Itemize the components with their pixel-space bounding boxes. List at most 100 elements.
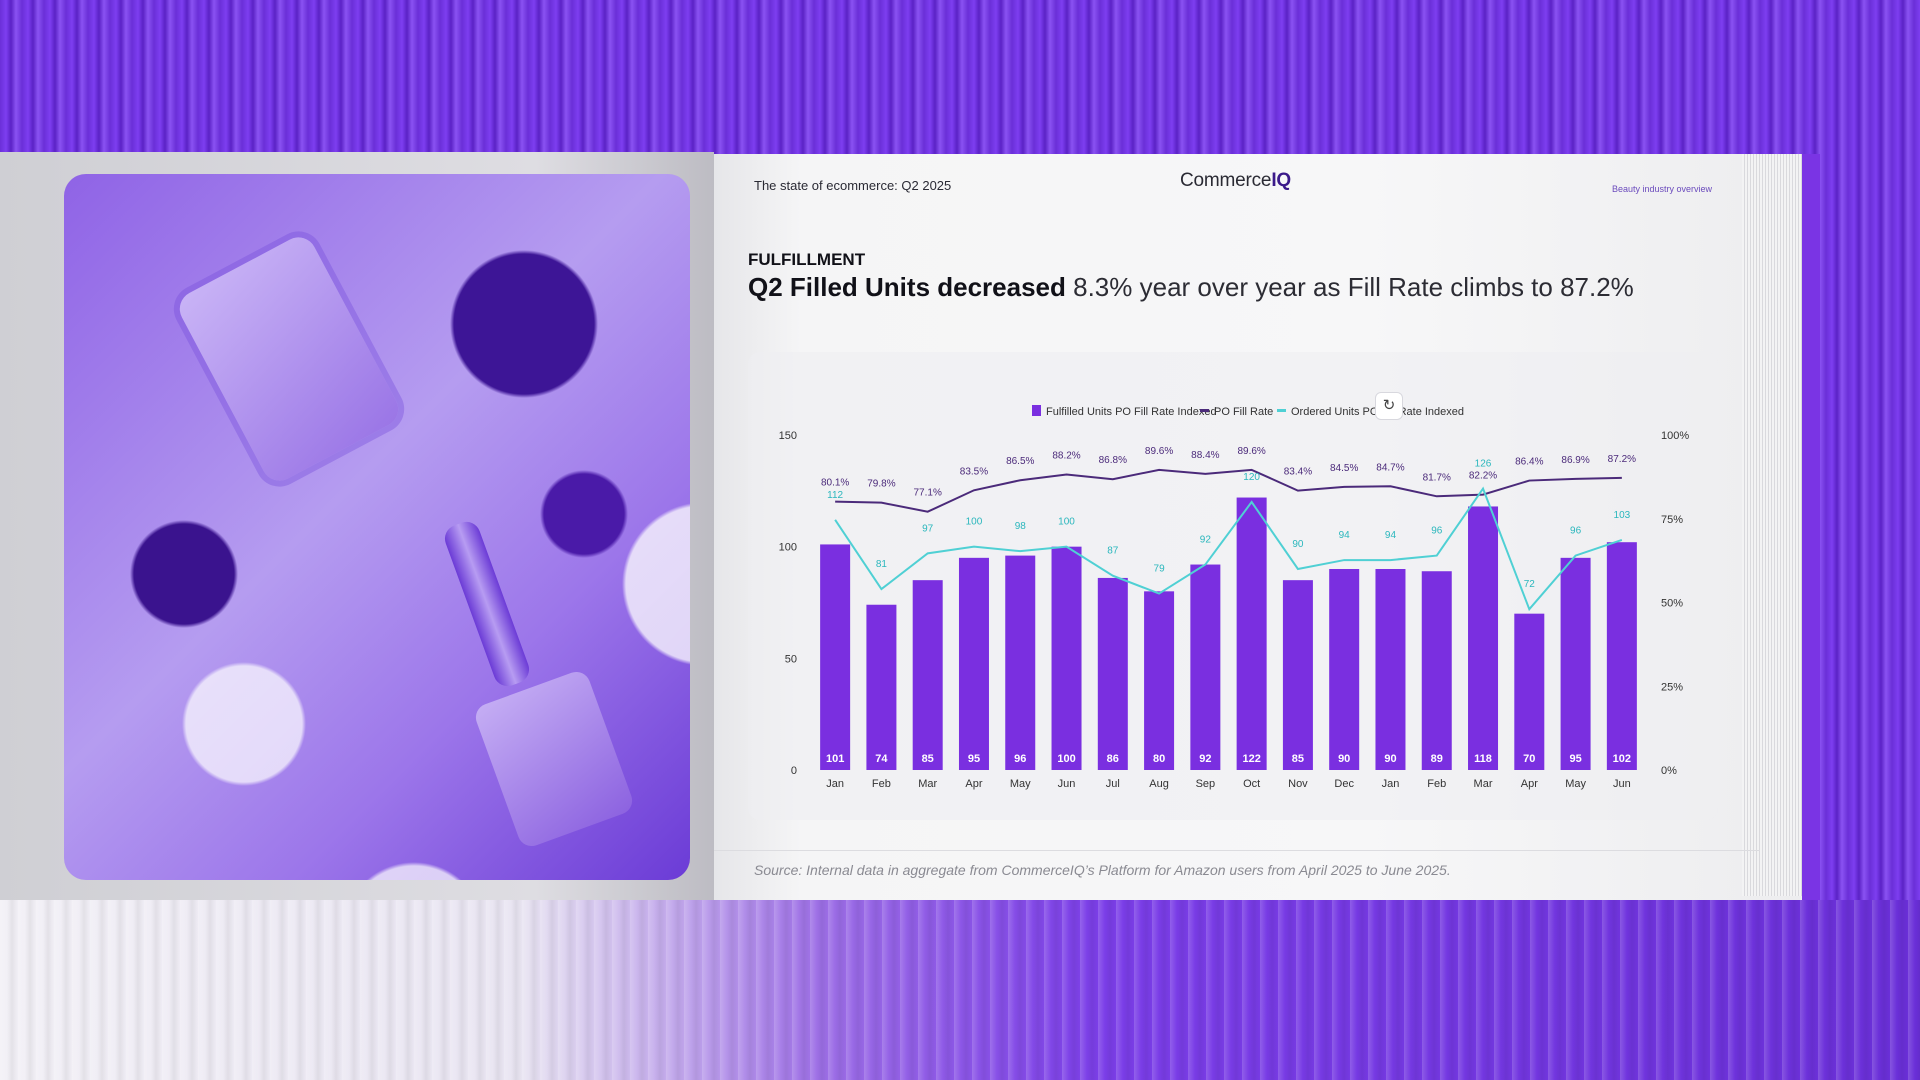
report-title: The state of ecommerce: Q2 2025 <box>754 178 952 193</box>
y-right-tick-label: 100% <box>1661 430 1689 442</box>
ordered-units-label: 90 <box>1292 539 1304 550</box>
background-bottom <box>0 900 1920 1080</box>
bar <box>912 580 943 770</box>
ordered-units-label: 96 <box>1570 526 1582 537</box>
ordered-units-label: 97 <box>922 523 934 534</box>
refresh-icon: ↻ <box>1382 397 1396 414</box>
po-fill-rate-label: 77.1% <box>914 488 942 499</box>
po-fill-rate-label: 83.4% <box>1284 467 1312 478</box>
ordered-units-label: 120 <box>1243 472 1260 483</box>
legend-swatch <box>1032 405 1041 416</box>
bar-value-label: 85 <box>922 753 934 765</box>
bar-value-label: 89 <box>1431 753 1443 765</box>
x-tick-label: Jan <box>1382 778 1400 790</box>
bar <box>1005 555 1036 770</box>
ordered-units-line <box>834 486 1623 612</box>
ordered-units-label: 100 <box>966 517 983 528</box>
bar <box>1329 569 1360 770</box>
bar <box>1514 613 1545 770</box>
ordered-units-label: 94 <box>1339 530 1351 541</box>
ordered-units-label: 100 <box>1058 517 1075 528</box>
bar-value-label: 122 <box>1242 753 1260 765</box>
page-edge <box>1742 154 1802 896</box>
footer-divider <box>714 850 1760 851</box>
right-page: The state of ecommerce: Q2 2025 Commerce… <box>714 154 1820 900</box>
left-page <box>0 152 714 900</box>
ordered-units-label: 126 <box>1475 459 1492 470</box>
bar <box>1097 577 1128 770</box>
ordered-units-label: 96 <box>1431 526 1443 537</box>
refresh-button[interactable]: ↻ <box>1375 392 1403 420</box>
x-tick-label: Jun <box>1613 778 1631 790</box>
x-tick-label: Dec <box>1334 778 1354 790</box>
commerceiq-logo: CommerceIQ <box>1180 170 1291 191</box>
legend-swatch <box>1277 409 1286 412</box>
bar-value-label: 95 <box>1569 753 1581 765</box>
bar <box>958 557 989 770</box>
x-tick-label: May <box>1565 778 1586 790</box>
ordered-units-label: 103 <box>1614 510 1631 521</box>
legend-swatch <box>1200 409 1209 412</box>
x-tick-label: Feb <box>872 778 891 790</box>
po-fill-rate-label: 80.1% <box>821 478 849 489</box>
report-subtitle: Beauty industry overview <box>1612 184 1713 194</box>
bar <box>1606 542 1637 770</box>
bar <box>1051 546 1082 770</box>
x-tick-label: Sep <box>1196 778 1216 790</box>
po-fill-rate-label: 86.4% <box>1515 457 1543 468</box>
y-left-tick-label: 0 <box>791 765 797 777</box>
bar <box>820 544 851 770</box>
ordered-units-label: 92 <box>1200 535 1212 546</box>
x-tick-label: Oct <box>1243 778 1260 790</box>
x-tick-label: Feb <box>1427 778 1446 790</box>
po-fill-rate-label: 82.2% <box>1469 471 1497 482</box>
po-fill-rate-label: 86.8% <box>1099 455 1127 466</box>
ordered-units-label: 81 <box>876 559 888 570</box>
po-fill-rate-label: 89.6% <box>1145 446 1173 457</box>
x-tick-label: Nov <box>1288 778 1308 790</box>
po-fill-rate-label: 88.2% <box>1052 451 1080 462</box>
y-right-tick-label: 75% <box>1661 514 1683 526</box>
bar <box>866 604 897 770</box>
x-tick-label: Jan <box>826 778 844 790</box>
x-tick-label: Aug <box>1149 778 1169 790</box>
chart-card <box>748 352 1718 820</box>
bar <box>1560 557 1591 770</box>
po-fill-rate-label: 87.2% <box>1608 454 1636 465</box>
bar <box>1421 571 1452 770</box>
source-note: Source: Internal data in aggregate from … <box>754 862 1451 878</box>
y-right-tick-label: 0% <box>1661 765 1677 777</box>
bar-value-label: 86 <box>1107 753 1119 765</box>
ordered-units-label: 79 <box>1154 564 1166 575</box>
po-fill-rate-label: 88.4% <box>1191 450 1219 461</box>
bar-value-label: 96 <box>1014 753 1026 765</box>
po-fill-rate-label: 81.7% <box>1423 472 1451 483</box>
ordered-units-label: 87 <box>1107 546 1119 557</box>
x-tick-label: Apr <box>965 778 982 790</box>
y-right-tick-label: 25% <box>1661 681 1683 693</box>
x-tick-label: Jul <box>1106 778 1120 790</box>
bar-value-label: 80 <box>1153 753 1165 765</box>
po-fill-rate-label: 84.7% <box>1376 462 1404 473</box>
bar-value-label: 100 <box>1057 753 1075 765</box>
x-tick-label: Jun <box>1058 778 1076 790</box>
bar-value-label: 85 <box>1292 753 1304 765</box>
open-report-book: The state of ecommerce: Q2 2025 Commerce… <box>0 152 1820 900</box>
x-tick-label: Mar <box>918 778 937 790</box>
ordered-units-label: 94 <box>1385 530 1397 541</box>
bar <box>1190 564 1221 770</box>
ordered-units-label: 112 <box>827 490 843 501</box>
po-fill-rate-label: 86.9% <box>1561 455 1589 466</box>
bar <box>1282 580 1313 770</box>
y-left-tick-label: 100 <box>779 542 797 554</box>
po-fill-rate-label: 86.5% <box>1006 456 1034 467</box>
x-tick-label: May <box>1010 778 1031 790</box>
bar-value-label: 70 <box>1523 753 1535 765</box>
y-left-tick-label: 50 <box>785 653 797 665</box>
beauty-products-photo <box>64 174 690 880</box>
x-tick-label: Mar <box>1474 778 1493 790</box>
bar-value-label: 118 <box>1474 753 1492 765</box>
headline: Q2 Filled Units decreased 8.3% year over… <box>748 272 1634 302</box>
bar-value-label: 101 <box>826 753 844 765</box>
bar-value-label: 102 <box>1613 753 1631 765</box>
